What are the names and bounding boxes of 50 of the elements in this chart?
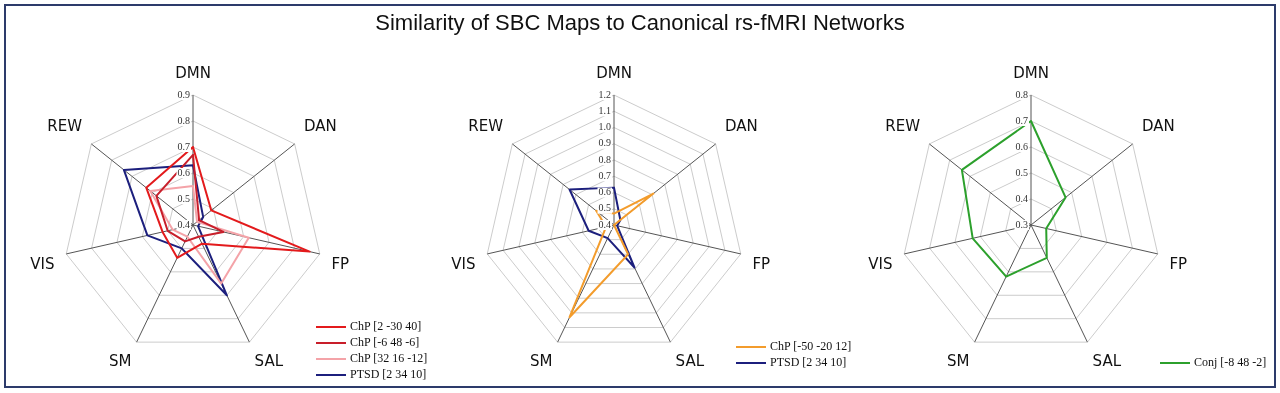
spoke-label: SAL <box>1092 351 1122 370</box>
spoke-label: SM <box>108 351 132 370</box>
y-tick-label: 0.5 <box>177 192 190 204</box>
y-tick-label: 0.6 <box>177 166 190 178</box>
spoke-label: REW <box>47 117 83 136</box>
legend-label: PTSD [2 34 10] <box>350 367 427 381</box>
y-tick-label: 0.5 <box>1015 166 1028 178</box>
spoke-label: SM <box>529 351 553 370</box>
spoke-label: DMN <box>175 63 211 82</box>
spoke-label: DMN <box>1013 63 1049 82</box>
y-tick-label: 0.6 <box>1015 140 1028 152</box>
spoke-label: DMN <box>596 63 632 82</box>
y-tick-label: 0.7 <box>177 140 190 152</box>
y-tick-label: 0.7 <box>598 169 611 181</box>
legend-label: ChP [32 16 -12] <box>350 351 428 365</box>
spoke-label: VIS <box>451 255 476 274</box>
text: Similarity of SBC Maps to Canonical rs-fMRI Networks <box>374 10 906 36</box>
spoke-label: DAN <box>725 117 758 136</box>
spoke-label: VIS <box>30 255 55 274</box>
legend-label: ChP [-6 48 -6] <box>350 335 420 349</box>
spoke-label: DAN <box>304 117 337 136</box>
legend-label: PTSD [2 34 10] <box>770 355 847 369</box>
spoke-label: SAL <box>254 351 284 370</box>
y-tick-label: 0.8 <box>1015 88 1028 100</box>
spoke-label: FP <box>752 255 771 274</box>
y-tick-label: 0.8 <box>177 114 190 126</box>
spoke-label: DAN <box>1142 117 1175 136</box>
y-tick-label: 0.5 <box>598 202 611 214</box>
spoke-label: FP <box>1169 255 1188 274</box>
y-tick-label: 0.4 <box>1015 192 1028 204</box>
y-tick-label: 0.4 <box>598 218 611 230</box>
y-tick-label: 0.9 <box>598 137 611 149</box>
spoke-label: REW <box>885 117 921 136</box>
spoke-label: SAL <box>675 351 705 370</box>
y-tick-label: 0.7 <box>1015 114 1028 126</box>
legend-label: ChP [2 -30 40] <box>350 319 422 333</box>
y-tick-label: 1.0 <box>598 121 611 133</box>
spoke-label: REW <box>468 117 504 136</box>
legend-label: Conj [-8 48 -2] <box>1194 355 1267 369</box>
y-tick-label: 0.6 <box>598 186 611 198</box>
y-tick-label: 1.2 <box>598 88 611 100</box>
y-tick-label: 0.4 <box>177 218 190 230</box>
y-tick-label: 0.3 <box>1015 218 1028 230</box>
y-tick-label: 0.8 <box>598 153 611 165</box>
y-tick-label: 1.1 <box>598 104 611 116</box>
spoke-label: VIS <box>868 255 893 274</box>
spoke-label: SM <box>946 351 970 370</box>
legend-label: ChP [-50 -20 12] <box>770 339 852 353</box>
spoke-label: FP <box>331 255 350 274</box>
y-tick-label: 0.9 <box>177 88 190 100</box>
